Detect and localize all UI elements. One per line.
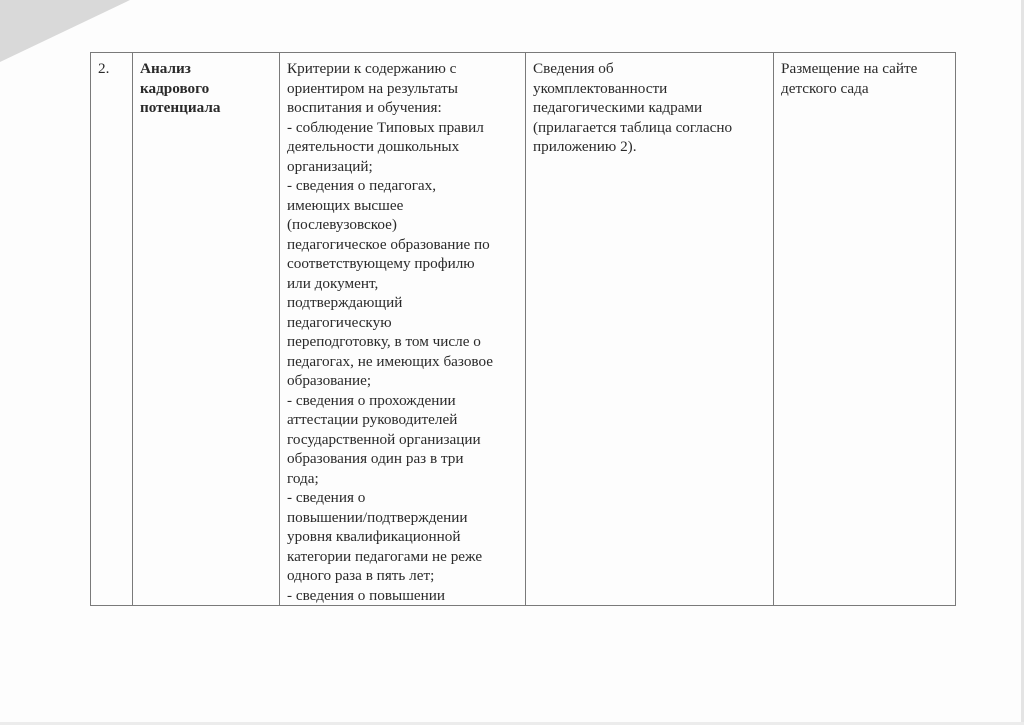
text-line: воспитания и обучения:: [287, 99, 442, 116]
text-line: педагогическую: [287, 313, 392, 331]
table-row: 2. Анализ кадрового потенциала Критерии к …: [90, 52, 956, 606]
text-line: соответствующему профилю: [287, 255, 475, 272]
text-line: - сведения о: [287, 489, 366, 506]
text-line: приложению 2).: [533, 138, 637, 155]
text-line: уровня квалификационной: [287, 528, 461, 545]
info-cell: Сведения об укомплектованности педагогичес…: [525, 52, 774, 606]
text-line: образования один раз в три: [287, 450, 464, 467]
text-line: (прилагается таблица согласно: [533, 118, 733, 136]
placement-cell: Размещение на сайте детского сада: [773, 52, 956, 606]
text-line: имеющих высшее: [287, 196, 404, 214]
text-line: подтверждающий: [287, 294, 403, 311]
text-line: государственной организации: [287, 430, 481, 448]
text-line: педагогическими кадрами: [533, 99, 703, 116]
scan-corner-artifact: [0, 0, 130, 62]
text-line: одного раза в пять лет;: [287, 567, 435, 584]
text-line: кадрового: [140, 79, 210, 97]
text-line: категории педагогами не реже: [287, 547, 483, 565]
text-line: аттестации руководителей: [287, 411, 458, 428]
criteria-table: 2. Анализ кадрового потенциала Критерии к …: [90, 52, 956, 606]
text-line: педагогах, не имеющих базовое: [287, 352, 494, 370]
text-line: ориентиром на результаты: [287, 79, 458, 97]
text-line: - сведения о прохождении: [287, 391, 456, 409]
text-line: Критерии к содержанию с: [287, 60, 457, 77]
text-line: организаций;: [287, 157, 373, 175]
criteria-cell: Критерии к содержанию с ориентиром на рез…: [279, 52, 526, 606]
text-line: - сведения о педагогах,: [287, 177, 437, 194]
scan-edge: [0, 722, 1024, 725]
text-line: укомплектованности: [533, 79, 668, 97]
row-number: 2.: [90, 52, 133, 606]
text-line: - сведения о повышении: [287, 586, 446, 604]
text-line: деятельности дошкольных: [287, 138, 460, 155]
text-line: Анализ: [140, 60, 191, 77]
scan-edge: [1021, 0, 1024, 725]
text-line: потенциала: [140, 99, 221, 116]
text-line: повышении/подтверждении: [287, 508, 468, 526]
text-line: детского сада: [781, 79, 869, 97]
text-line: Размещение на сайте: [781, 60, 918, 77]
text-line: - соблюдение Типовых правил: [287, 118, 484, 136]
text-line: или документ,: [287, 274, 379, 292]
text-line: педагогическое образование по: [287, 235, 490, 253]
text-line: Сведения об: [533, 60, 614, 77]
text-line: образование;: [287, 372, 372, 389]
text-line: года;: [287, 469, 319, 487]
text-line: (послевузовское): [287, 216, 397, 233]
text-line: переподготовку, в том числе о: [287, 333, 481, 350]
section-title: Анализ кадрового потенциала: [132, 52, 280, 606]
